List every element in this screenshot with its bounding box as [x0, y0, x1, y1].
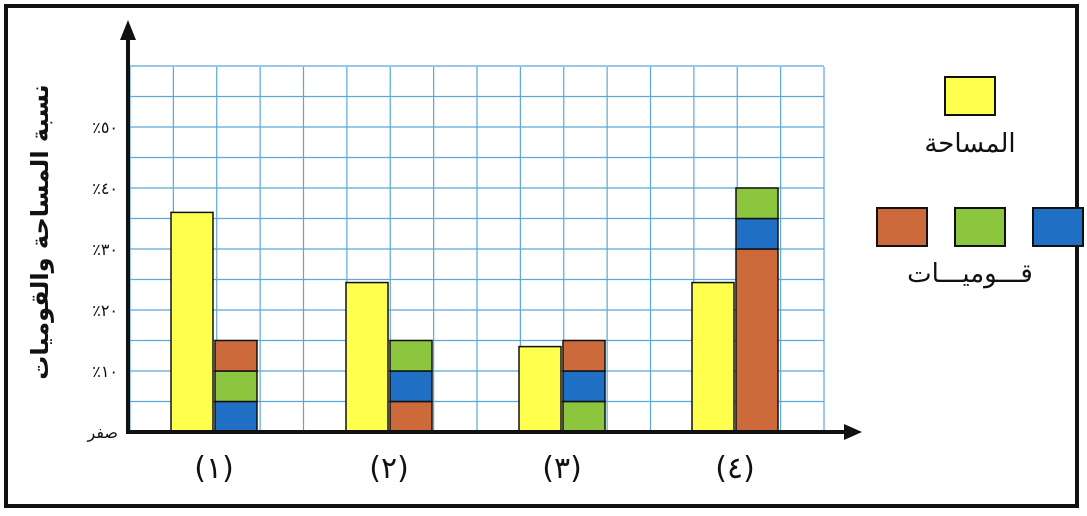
legend-nationality-swatch: [954, 207, 1006, 247]
nationality-segment: [562, 370, 606, 403]
nationality-segment: [389, 400, 433, 433]
nationality-segment: [214, 400, 258, 433]
x-category-label: (٢): [369, 451, 409, 486]
area-bar: [518, 345, 562, 433]
y-tick-label: ٪٢٠: [92, 301, 118, 320]
nationality-segment: [735, 248, 779, 433]
y-tick-label: ٪٣٠: [92, 240, 118, 259]
legend: المساحة قـــوميـــات: [876, 76, 1084, 289]
area-bar: [170, 211, 214, 433]
area-bar: [691, 281, 735, 433]
y-tick-label: صفر: [86, 423, 118, 443]
area-bar: [345, 281, 389, 433]
legend-nationality-swatch: [1032, 207, 1084, 247]
nationality-segment: [214, 339, 258, 372]
nationality-segment: [389, 339, 433, 372]
y-tick-label: ٪٤٠: [92, 179, 118, 198]
nationality-segment: [389, 370, 433, 403]
nationality-segment: [214, 370, 258, 403]
x-category-label: (١): [194, 451, 234, 486]
y-tick-label: ٪١٠: [92, 362, 118, 381]
legend-nationalities-label: قـــوميـــات: [907, 259, 1033, 289]
legend-area-label: المساحة: [924, 129, 1015, 159]
nationality-segment: [562, 339, 606, 372]
nationality-segment: [735, 217, 779, 250]
y-tick-labels: صفر ٪١٠ ٪٢٠ ٪٣٠ ٪٤٠ ٪٥٠: [86, 118, 118, 443]
axes: [120, 20, 862, 440]
nationality-segment: [562, 400, 606, 433]
nationality-segment: [735, 187, 779, 220]
legend-nationality-swatch: [876, 207, 928, 247]
bars: [170, 187, 779, 433]
x-category-labels: (١) (٢) (٣) (٤): [194, 451, 755, 486]
x-axis-arrow-icon: [844, 424, 862, 440]
y-axis-label: نسبة المساحة والقوميات: [26, 84, 54, 379]
legend-nationality-swatches: [876, 207, 1084, 247]
y-tick-label: ٪٥٠: [92, 118, 118, 137]
x-category-label: (٤): [715, 451, 755, 486]
legend-area-swatch: [944, 76, 996, 116]
x-category-label: (٣): [542, 451, 582, 486]
y-axis-arrow-icon: [120, 20, 136, 40]
